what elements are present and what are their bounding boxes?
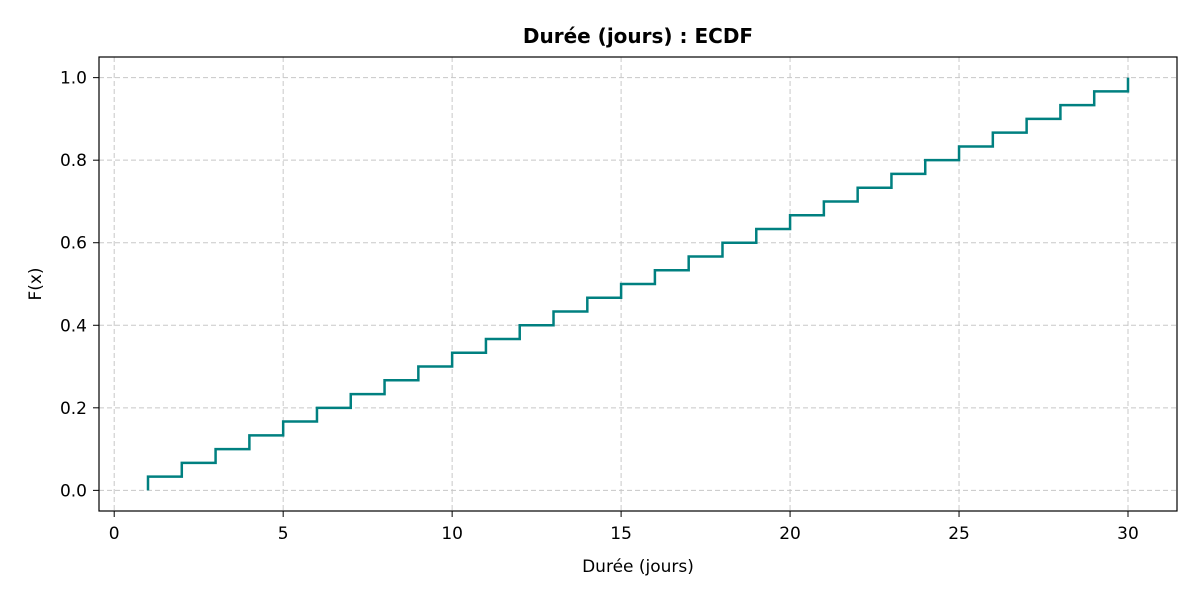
chart-title: Durée (jours) : ECDF	[523, 24, 753, 48]
plot-frame	[98, 56, 1178, 512]
y-tick-label: 0.0	[60, 481, 87, 501]
grid-layer	[99, 57, 1177, 511]
x-axis-label: Durée (jours)	[582, 557, 694, 577]
series-layer	[146, 77, 1130, 491]
x-tick-label: 0	[109, 524, 120, 544]
tick-layer: 0 5 10 15 20 25 30 0.0 0.2 0.4 0.6 0.8 1.0	[60, 69, 1139, 544]
y-tick-label: 1.0	[60, 69, 87, 89]
y-tick-label: 0.2	[60, 399, 87, 419]
x-tick-label: 30	[1117, 524, 1139, 544]
y-tick-label: 0.8	[60, 151, 87, 171]
y-tick-label: 0.6	[60, 234, 87, 254]
x-tick-label: 15	[610, 524, 632, 544]
x-tick-label: 20	[779, 524, 801, 544]
x-tick-label: 10	[441, 524, 463, 544]
x-tick-label: 25	[948, 524, 970, 544]
y-tick-label: 0.4	[60, 316, 87, 336]
ecdf-step-line	[146, 77, 1130, 491]
y-axis-label: F(x)	[26, 267, 46, 300]
x-tick-label: 5	[278, 524, 289, 544]
